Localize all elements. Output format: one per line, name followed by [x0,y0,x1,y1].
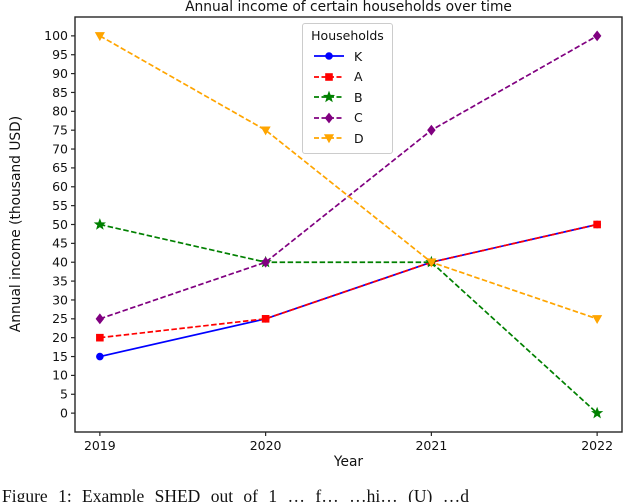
legend-sample-star-icon [314,90,344,103]
y-tick-label: 40 [52,255,68,270]
y-tick-label: 90 [52,66,68,81]
legend-label: B [354,89,363,105]
legend-item-B: B [307,87,388,108]
y-tick-label: 70 [52,141,68,156]
y-tick-label: 20 [52,330,68,345]
y-tick-label: 100 [44,28,68,43]
legend-label: D [354,130,364,146]
y-tick-label: 30 [52,292,68,307]
x-tick-label: 2019 [84,438,116,453]
y-axis-ticks: 0 5 10 15 20 25 30 35 40 45 50 55 60 65 70 75 80 85 90 95 10… [44,28,75,420]
y-tick-label: 55 [52,198,68,213]
legend-label: A [354,69,363,85]
y-tick-label: 60 [52,179,68,194]
legend-sample-diamond-icon [314,112,344,124]
legend-sample-square-icon [314,72,344,81]
legend-item-K: K [307,46,388,67]
x-axis-label: Year [333,454,364,470]
y-tick-label: 65 [52,160,68,175]
y-tick-label: 85 [52,85,68,100]
x-axis-ticks: 2019 2020 2021 2022 [84,432,613,453]
x-tick-label: 2022 [581,438,613,453]
legend-item-A: A [307,67,388,88]
legend: Households K A B C D [302,23,393,154]
y-tick-label: 10 [52,368,68,383]
legend-sample-triangle-down-icon [314,134,344,144]
y-tick-label: 80 [52,104,68,119]
legend-label: C [354,110,363,126]
figure-caption: Figure 1: Example SHED out of 1 … f… …hi… [2,486,469,502]
series-D [94,32,603,325]
legend-item-D: D [307,128,388,149]
y-tick-label: 75 [52,122,68,137]
series-A [96,220,601,342]
legend-item-C: C [307,108,388,129]
y-tick-label: 50 [52,217,68,232]
y-tick-label: 95 [52,47,68,62]
y-tick-label: 0 [60,405,68,420]
y-tick-label: 5 [60,387,68,402]
x-tick-label: 2021 [415,438,447,453]
y-tick-label: 35 [52,273,68,288]
series-B [93,218,604,419]
y-tick-label: 15 [52,349,68,364]
chart-title: Annual income of certain households over… [185,0,512,15]
legend-label: K [354,48,363,64]
legend-title: Households [311,28,384,43]
legend-sample-circle-icon [314,52,344,61]
y-tick-label: 25 [52,311,68,326]
y-tick-label: 45 [52,236,68,251]
x-tick-label: 2020 [250,438,282,453]
series-K [96,220,601,361]
